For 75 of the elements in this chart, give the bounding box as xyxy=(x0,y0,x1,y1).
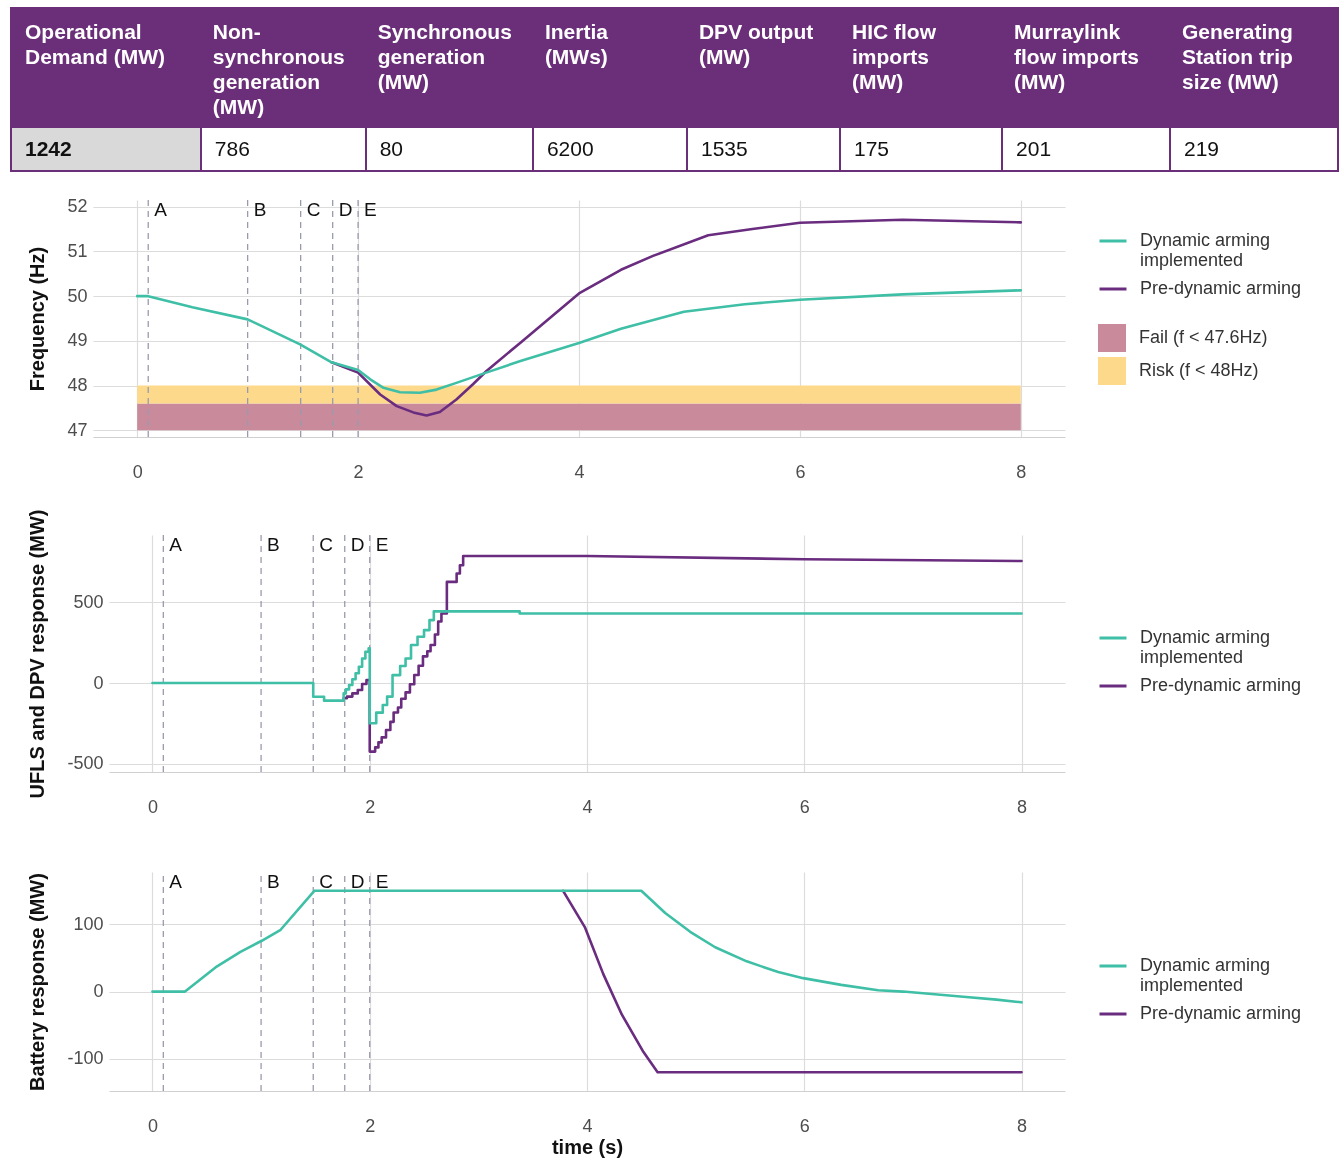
category-label: DPV output (MW) xyxy=(685,9,840,128)
x-tick-label: 4 xyxy=(582,796,593,817)
ref-line-label: D xyxy=(350,534,365,555)
data-label: 786 xyxy=(199,128,365,170)
line-series xyxy=(151,889,1023,1004)
x-tick-label: 0 xyxy=(147,1115,158,1136)
data-label: 175 xyxy=(839,128,1002,170)
legend-label: Pre-dynamic arming xyxy=(1140,1003,1302,1023)
legend-label: Pre-dynamic arming xyxy=(1140,278,1302,298)
line-series xyxy=(561,889,1023,1074)
x-tick-label: 4 xyxy=(582,1115,593,1136)
ref-line-label: A xyxy=(169,871,183,892)
y-axis-title: Frequency (Hz) xyxy=(25,246,48,392)
x-tick-label: 0 xyxy=(147,796,158,817)
y-tick-label: 0 xyxy=(93,981,104,1002)
ref-line-label: E xyxy=(375,534,389,555)
ref-line-label: B xyxy=(253,199,267,220)
y-tick-label: -500 xyxy=(67,753,104,774)
x-tick-label: 8 xyxy=(1017,1115,1028,1136)
ref-line-label: A xyxy=(169,534,183,555)
ref-line-label: D xyxy=(338,199,353,220)
category-label: Murraylink flow imports (MW) xyxy=(1001,9,1170,128)
x-tick-label: 4 xyxy=(574,461,585,482)
ref-line-label: A xyxy=(154,199,168,220)
ref-line-label: B xyxy=(267,871,280,892)
line-series xyxy=(135,289,1023,395)
y-tick-label: 50 xyxy=(67,285,88,306)
y-tick-label: 47 xyxy=(67,419,88,440)
ref-line-label: C xyxy=(319,871,333,892)
y-axis-title: UFLS and DPV response (MW) xyxy=(25,509,48,799)
category-label: Operational Demand (MW) xyxy=(12,9,200,128)
line-series xyxy=(151,610,1023,725)
x-tick-label: 2 xyxy=(353,461,364,482)
legend-label: Risk (f < 48Hz) xyxy=(1139,360,1259,380)
category-label: Inertia (MWs) xyxy=(531,9,686,128)
ref-line-label: C xyxy=(306,199,321,220)
category-label: Non-synchronous generation (MW) xyxy=(199,9,365,128)
x-tick-label: 6 xyxy=(799,1115,810,1136)
x-tick-label: 0 xyxy=(132,461,143,482)
x-tick-label: 8 xyxy=(1016,461,1027,482)
y-tick-label: 500 xyxy=(73,591,104,612)
y-tick-label: 48 xyxy=(67,375,88,396)
ref-line-label: E xyxy=(364,199,377,220)
x-tick-label: 2 xyxy=(365,1115,376,1136)
legend-label: Dynamic arming implemented xyxy=(1140,627,1271,667)
ref-line-label: D xyxy=(350,871,365,892)
category-label: Generating Station trip size (MW) xyxy=(1169,9,1337,128)
data-label: 1535 xyxy=(685,128,840,170)
legend-label: Fail (f < 47.6Hz) xyxy=(1139,327,1268,347)
y-axis-title: Battery response (MW) xyxy=(25,873,48,1091)
y-tick-label: -100 xyxy=(67,1048,104,1069)
line-series xyxy=(342,554,1023,753)
y-tick-label: 0 xyxy=(93,672,104,693)
data-label: 219 xyxy=(1169,128,1337,170)
ref-line-label: E xyxy=(375,871,389,892)
legend-label: Dynamic arming implemented xyxy=(1140,230,1271,270)
y-tick-label: 49 xyxy=(67,330,88,351)
x-tick-label: 2 xyxy=(365,796,376,817)
data-label: 1242 xyxy=(12,128,200,170)
legend-label: Dynamic arming implemented xyxy=(1140,955,1271,995)
legend-label: Pre-dynamic arming xyxy=(1140,675,1302,695)
category-label: HIC flow imports (MW) xyxy=(839,9,1002,128)
data-label: 201 xyxy=(1001,128,1170,170)
y-tick-label: 52 xyxy=(67,196,88,217)
y-tick-label: 51 xyxy=(67,240,88,261)
data-label: 80 xyxy=(364,128,532,170)
data-label: 6200 xyxy=(531,128,686,170)
x-tick-label: 8 xyxy=(1017,796,1028,817)
y-tick-label: 100 xyxy=(73,913,104,934)
category-label: Synchronous generation (MW) xyxy=(364,9,532,128)
x-tick-label: 6 xyxy=(795,461,806,482)
x-tick-label: 6 xyxy=(799,796,810,817)
ref-line-label: C xyxy=(319,534,333,555)
x-axis-title: time (s) xyxy=(551,1135,624,1158)
ref-line-label: B xyxy=(267,534,280,555)
